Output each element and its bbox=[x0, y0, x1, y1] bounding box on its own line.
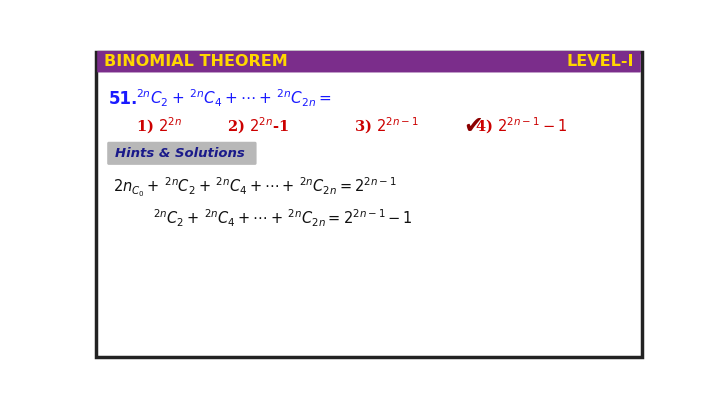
FancyBboxPatch shape bbox=[96, 53, 642, 356]
Text: BINOMIAL THEOREM: BINOMIAL THEOREM bbox=[104, 54, 288, 69]
Text: 1) $2^{2n}$: 1) $2^{2n}$ bbox=[137, 115, 182, 136]
Text: 2) $2^{2n}$-1: 2) $2^{2n}$-1 bbox=[227, 115, 289, 136]
Text: ✔: ✔ bbox=[463, 113, 482, 138]
FancyBboxPatch shape bbox=[107, 142, 256, 165]
Text: 3) $2^{2n-1}$: 3) $2^{2n-1}$ bbox=[354, 115, 418, 136]
Text: $2n_{C_0}+\,^{2n}C_2 + \,^{2n}C_4 + \cdots + \,^{2n}C_{2n} = 2^{2n-1}$: $2n_{C_0}+\,^{2n}C_2 + \,^{2n}C_4 + \cdo… bbox=[113, 175, 397, 199]
Text: 4) $2^{2n-1} - 1$: 4) $2^{2n-1} - 1$ bbox=[475, 115, 567, 136]
Text: LEVEL-I: LEVEL-I bbox=[567, 54, 634, 69]
Text: Hints & Solutions: Hints & Solutions bbox=[115, 147, 245, 160]
Text: $^{2n}C_2 + \,^{2n}C_4 + \cdots + \,^{2n}C_{2n} =$: $^{2n}C_2 + \,^{2n}C_4 + \cdots + \,^{2n… bbox=[137, 88, 332, 109]
FancyBboxPatch shape bbox=[97, 51, 641, 72]
Text: 51.: 51. bbox=[109, 90, 138, 108]
Text: $^{2n}C_2 + \,^{2n}C_4 + \cdots + \,^{2n}C_{2n} = 2^{2n-1} - 1$: $^{2n}C_2 + \,^{2n}C_4 + \cdots + \,^{2n… bbox=[153, 207, 413, 229]
